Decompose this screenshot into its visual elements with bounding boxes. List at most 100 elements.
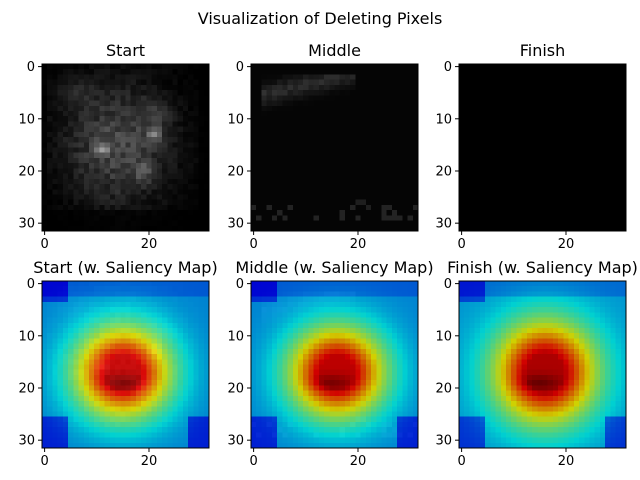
image-pixel [52, 131, 59, 138]
image-pixel [584, 220, 590, 227]
image-pixel [563, 220, 569, 227]
image-pixel [584, 105, 590, 112]
image-pixel [365, 327, 372, 334]
image-pixel [172, 163, 179, 169]
image-pixel [73, 194, 79, 201]
image-pixel [350, 411, 356, 418]
image-pixel [47, 348, 53, 355]
image-pixel [558, 142, 564, 148]
image-pixel [292, 327, 299, 334]
image-pixel [376, 110, 382, 117]
image-pixel [88, 173, 95, 180]
image-pixel [474, 189, 481, 195]
image-pixel [104, 427, 111, 433]
image-pixel [88, 437, 95, 444]
image-pixel [292, 100, 299, 107]
image-pixel [547, 168, 554, 174]
image-pixel [78, 204, 85, 211]
image-pixel [469, 204, 476, 211]
image-pixel [552, 157, 559, 164]
image-pixel [130, 432, 137, 438]
image-pixel [135, 348, 142, 355]
image-pixel [193, 184, 199, 190]
image-pixel [521, 142, 528, 148]
image-pixel [88, 163, 95, 169]
image-pixel [182, 385, 189, 391]
image-pixel [203, 204, 210, 211]
image-pixel [287, 173, 294, 180]
image-pixel [371, 374, 377, 381]
image-pixel [521, 121, 528, 127]
image-pixel [266, 380, 273, 386]
image-pixel [193, 215, 199, 221]
image-pixel [397, 215, 403, 221]
image-pixel [115, 343, 121, 350]
image-pixel [479, 84, 486, 91]
image-pixel [344, 395, 351, 402]
image-pixel [547, 204, 554, 211]
image-pixel [505, 90, 512, 96]
image-pixel [516, 121, 522, 127]
image-pixel [542, 69, 549, 75]
image-pixel [47, 90, 53, 96]
image-pixel [558, 225, 564, 232]
image-pixel [68, 131, 74, 138]
image-pixel [135, 411, 142, 418]
image-pixel [329, 338, 335, 344]
image-pixel [469, 69, 476, 75]
image-pixel [287, 385, 294, 391]
image-pixel [620, 121, 627, 127]
image-pixel [115, 380, 121, 386]
image-pixel [339, 110, 346, 117]
image-pixel [282, 338, 288, 344]
image-pixel [99, 296, 105, 303]
image-pixel [151, 364, 158, 371]
image-pixel [57, 374, 64, 381]
image-pixel [94, 137, 100, 143]
image-pixel [610, 100, 616, 107]
image-pixel [261, 343, 268, 350]
image-pixel [42, 204, 48, 211]
image-pixel [287, 327, 294, 334]
image-pixel [282, 215, 288, 221]
image-pixel [615, 79, 622, 86]
image-pixel [371, 105, 377, 112]
image-pixel [83, 157, 90, 164]
image-pixel [52, 369, 59, 376]
image-pixel [130, 369, 137, 376]
image-pixel [511, 173, 517, 180]
image-pixel [57, 199, 64, 206]
image-pixel [568, 210, 575, 216]
image-pixel [277, 137, 283, 143]
image-pixel [610, 184, 616, 190]
image-pixel [386, 152, 393, 159]
image-pixel [371, 364, 377, 371]
image-pixel [407, 147, 414, 154]
image-pixel [193, 137, 199, 143]
image-pixel [339, 74, 346, 81]
image-pixel [282, 69, 288, 75]
image-pixel [162, 105, 168, 112]
image-pixel [558, 95, 564, 101]
image-pixel [563, 100, 569, 107]
image-pixel [47, 121, 53, 127]
image-pixel [344, 296, 351, 303]
image-pixel [479, 199, 486, 206]
image-pixel [313, 364, 320, 371]
image-pixel [605, 79, 611, 86]
image-pixel [277, 105, 283, 112]
image-pixel [172, 116, 179, 122]
image-pixel [68, 204, 74, 211]
image-pixel [115, 90, 121, 96]
image-pixel [135, 64, 142, 70]
image-pixel [115, 359, 121, 365]
image-pixel [256, 137, 262, 143]
image-pixel [376, 390, 382, 397]
image-pixel [282, 359, 288, 365]
image-pixel [297, 385, 304, 391]
image-pixel [104, 178, 111, 185]
image-pixel [589, 100, 596, 107]
image-pixel [182, 137, 189, 143]
image-pixel [47, 194, 53, 201]
image-pixel [47, 142, 53, 148]
